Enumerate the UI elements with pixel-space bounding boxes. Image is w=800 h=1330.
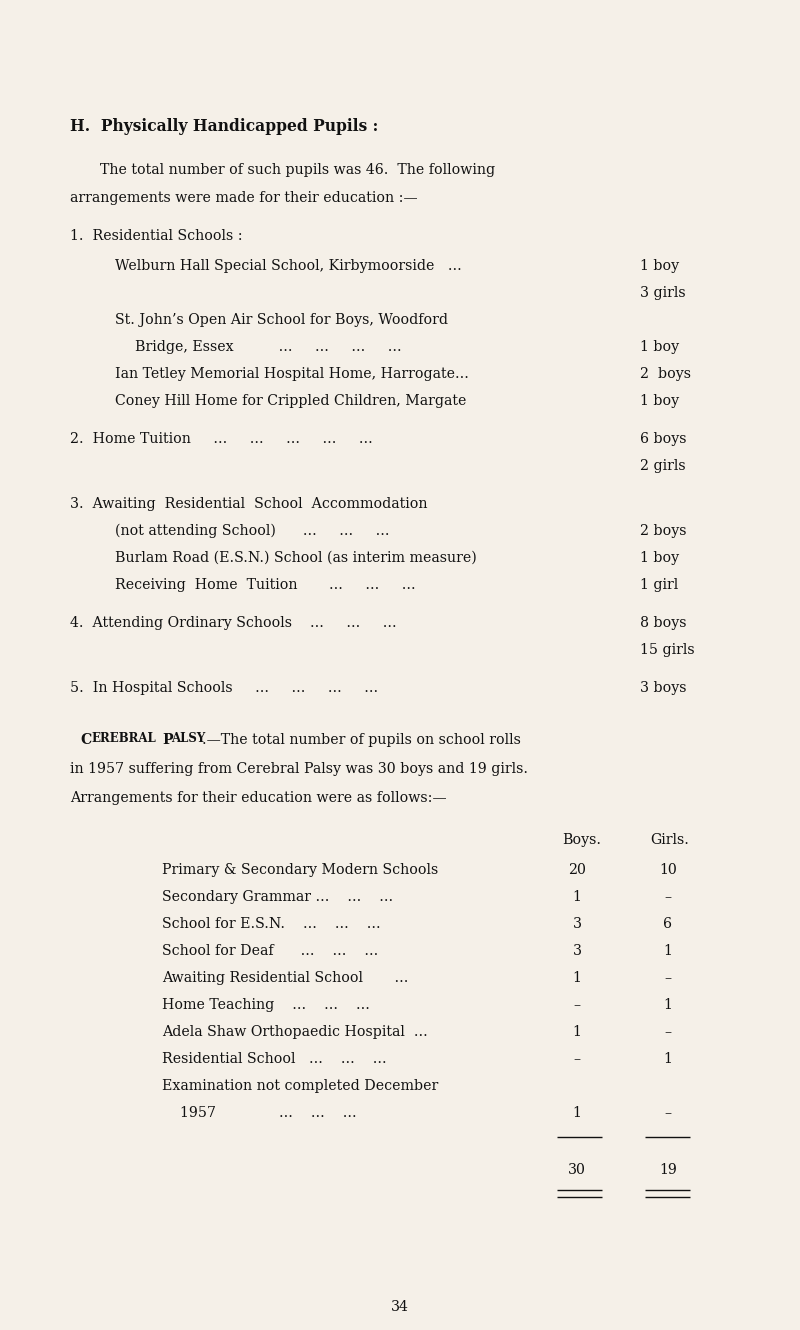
Text: 1 girl: 1 girl <box>640 579 678 592</box>
Text: arrangements were made for their education :—: arrangements were made for their educati… <box>70 192 418 205</box>
Text: School for Deaf      ...    ...    ...: School for Deaf ... ... ... <box>162 944 378 958</box>
Text: ALSY: ALSY <box>171 732 206 745</box>
Text: Arrangements for their education were as follows:—: Arrangements for their education were as… <box>70 791 446 805</box>
Text: 20: 20 <box>568 863 586 876</box>
Text: St. John’s Open Air School for Boys, Woodford: St. John’s Open Air School for Boys, Woo… <box>115 313 448 327</box>
Text: Residential School   ...    ...    ...: Residential School ... ... ... <box>162 1052 386 1067</box>
Text: 3 girls: 3 girls <box>640 286 686 301</box>
Text: (not attending School)      ...     ...     ...: (not attending School) ... ... ... <box>115 524 390 539</box>
Text: –: – <box>574 998 581 1012</box>
Text: 1957              ...    ...    ...: 1957 ... ... ... <box>162 1107 357 1120</box>
Text: 1: 1 <box>573 890 582 904</box>
Text: in 1957 suffering from Cerebral Palsy was 30 boys and 19 girls.: in 1957 suffering from Cerebral Palsy wa… <box>70 762 528 775</box>
Text: Examination not completed December: Examination not completed December <box>162 1079 438 1093</box>
Text: Adela Shaw Orthopaedic Hospital  ...: Adela Shaw Orthopaedic Hospital ... <box>162 1025 428 1039</box>
Text: 3.  Awaiting  Residential  School  Accommodation: 3. Awaiting Residential School Accommoda… <box>70 497 427 511</box>
Text: School for E.S.N.    ...    ...    ...: School for E.S.N. ... ... ... <box>162 916 381 931</box>
Text: 3 boys: 3 boys <box>640 681 686 696</box>
Text: H.  Physically Handicapped Pupils :: H. Physically Handicapped Pupils : <box>70 118 378 136</box>
Text: 1 boy: 1 boy <box>640 259 679 273</box>
Text: Coney Hill Home for Crippled Children, Margate: Coney Hill Home for Crippled Children, M… <box>115 394 466 408</box>
Text: 3: 3 <box>573 916 582 931</box>
Text: Receiving  Home  Tuition       ...     ...     ...: Receiving Home Tuition ... ... ... <box>115 579 416 592</box>
Text: 1 boy: 1 boy <box>640 340 679 354</box>
Text: 1: 1 <box>663 944 673 958</box>
Text: Ian Tetley Memorial Hospital Home, Harrogate...: Ian Tetley Memorial Hospital Home, Harro… <box>115 367 469 380</box>
Text: 3: 3 <box>573 944 582 958</box>
Text: 15 girls: 15 girls <box>640 642 694 657</box>
Text: 1: 1 <box>663 998 673 1012</box>
Text: 1: 1 <box>573 1025 582 1039</box>
Text: Secondary Grammar ...    ...    ...: Secondary Grammar ... ... ... <box>162 890 393 904</box>
Text: 2 girls: 2 girls <box>640 459 686 473</box>
Text: Welburn Hall Special School, Kirbymoorside   ...: Welburn Hall Special School, Kirbymoorsi… <box>115 259 462 273</box>
Text: 2  boys: 2 boys <box>640 367 691 380</box>
Text: 10: 10 <box>659 863 677 876</box>
Text: 6: 6 <box>663 916 673 931</box>
Text: –: – <box>665 1107 671 1120</box>
Text: Girls.: Girls. <box>650 833 689 847</box>
Text: Home Teaching    ...    ...    ...: Home Teaching ... ... ... <box>162 998 370 1012</box>
Text: 6 boys: 6 boys <box>640 432 686 446</box>
Text: Bridge, Essex          ...     ...     ...     ...: Bridge, Essex ... ... ... ... <box>135 340 402 354</box>
Text: 1 boy: 1 boy <box>640 394 679 408</box>
Text: 8 boys: 8 boys <box>640 616 686 630</box>
Text: 5.  In Hospital Schools     ...     ...     ...     ...: 5. In Hospital Schools ... ... ... ... <box>70 681 378 696</box>
Text: 2 boys: 2 boys <box>640 524 686 539</box>
Text: –: – <box>665 1025 671 1039</box>
Text: 1: 1 <box>573 971 582 986</box>
Text: 1: 1 <box>663 1052 673 1067</box>
Text: The total number of such pupils was 46.  The following: The total number of such pupils was 46. … <box>100 164 495 177</box>
Text: 30: 30 <box>568 1162 586 1177</box>
Text: 1 boy: 1 boy <box>640 551 679 565</box>
Text: .—The total number of pupils on school rolls: .—The total number of pupils on school r… <box>202 733 521 747</box>
Text: 34: 34 <box>391 1299 409 1314</box>
Text: P: P <box>162 733 173 747</box>
Text: 19: 19 <box>659 1162 677 1177</box>
Text: 1.  Residential Schools :: 1. Residential Schools : <box>70 229 242 243</box>
Text: Primary & Secondary Modern Schools: Primary & Secondary Modern Schools <box>162 863 438 876</box>
Text: C: C <box>80 733 91 747</box>
Text: 4.  Attending Ordinary Schools    ...     ...     ...: 4. Attending Ordinary Schools ... ... ..… <box>70 616 397 630</box>
Text: –: – <box>665 971 671 986</box>
Text: –: – <box>665 890 671 904</box>
Text: –: – <box>574 1052 581 1067</box>
Text: Boys.: Boys. <box>562 833 601 847</box>
Text: 2.  Home Tuition     ...     ...     ...     ...     ...: 2. Home Tuition ... ... ... ... ... <box>70 432 373 446</box>
Text: EREBRAL: EREBRAL <box>91 732 156 745</box>
Text: Burlam Road (E.S.N.) School (as interim measure): Burlam Road (E.S.N.) School (as interim … <box>115 551 477 565</box>
Text: 1: 1 <box>573 1107 582 1120</box>
Text: Awaiting Residential School       ...: Awaiting Residential School ... <box>162 971 408 986</box>
